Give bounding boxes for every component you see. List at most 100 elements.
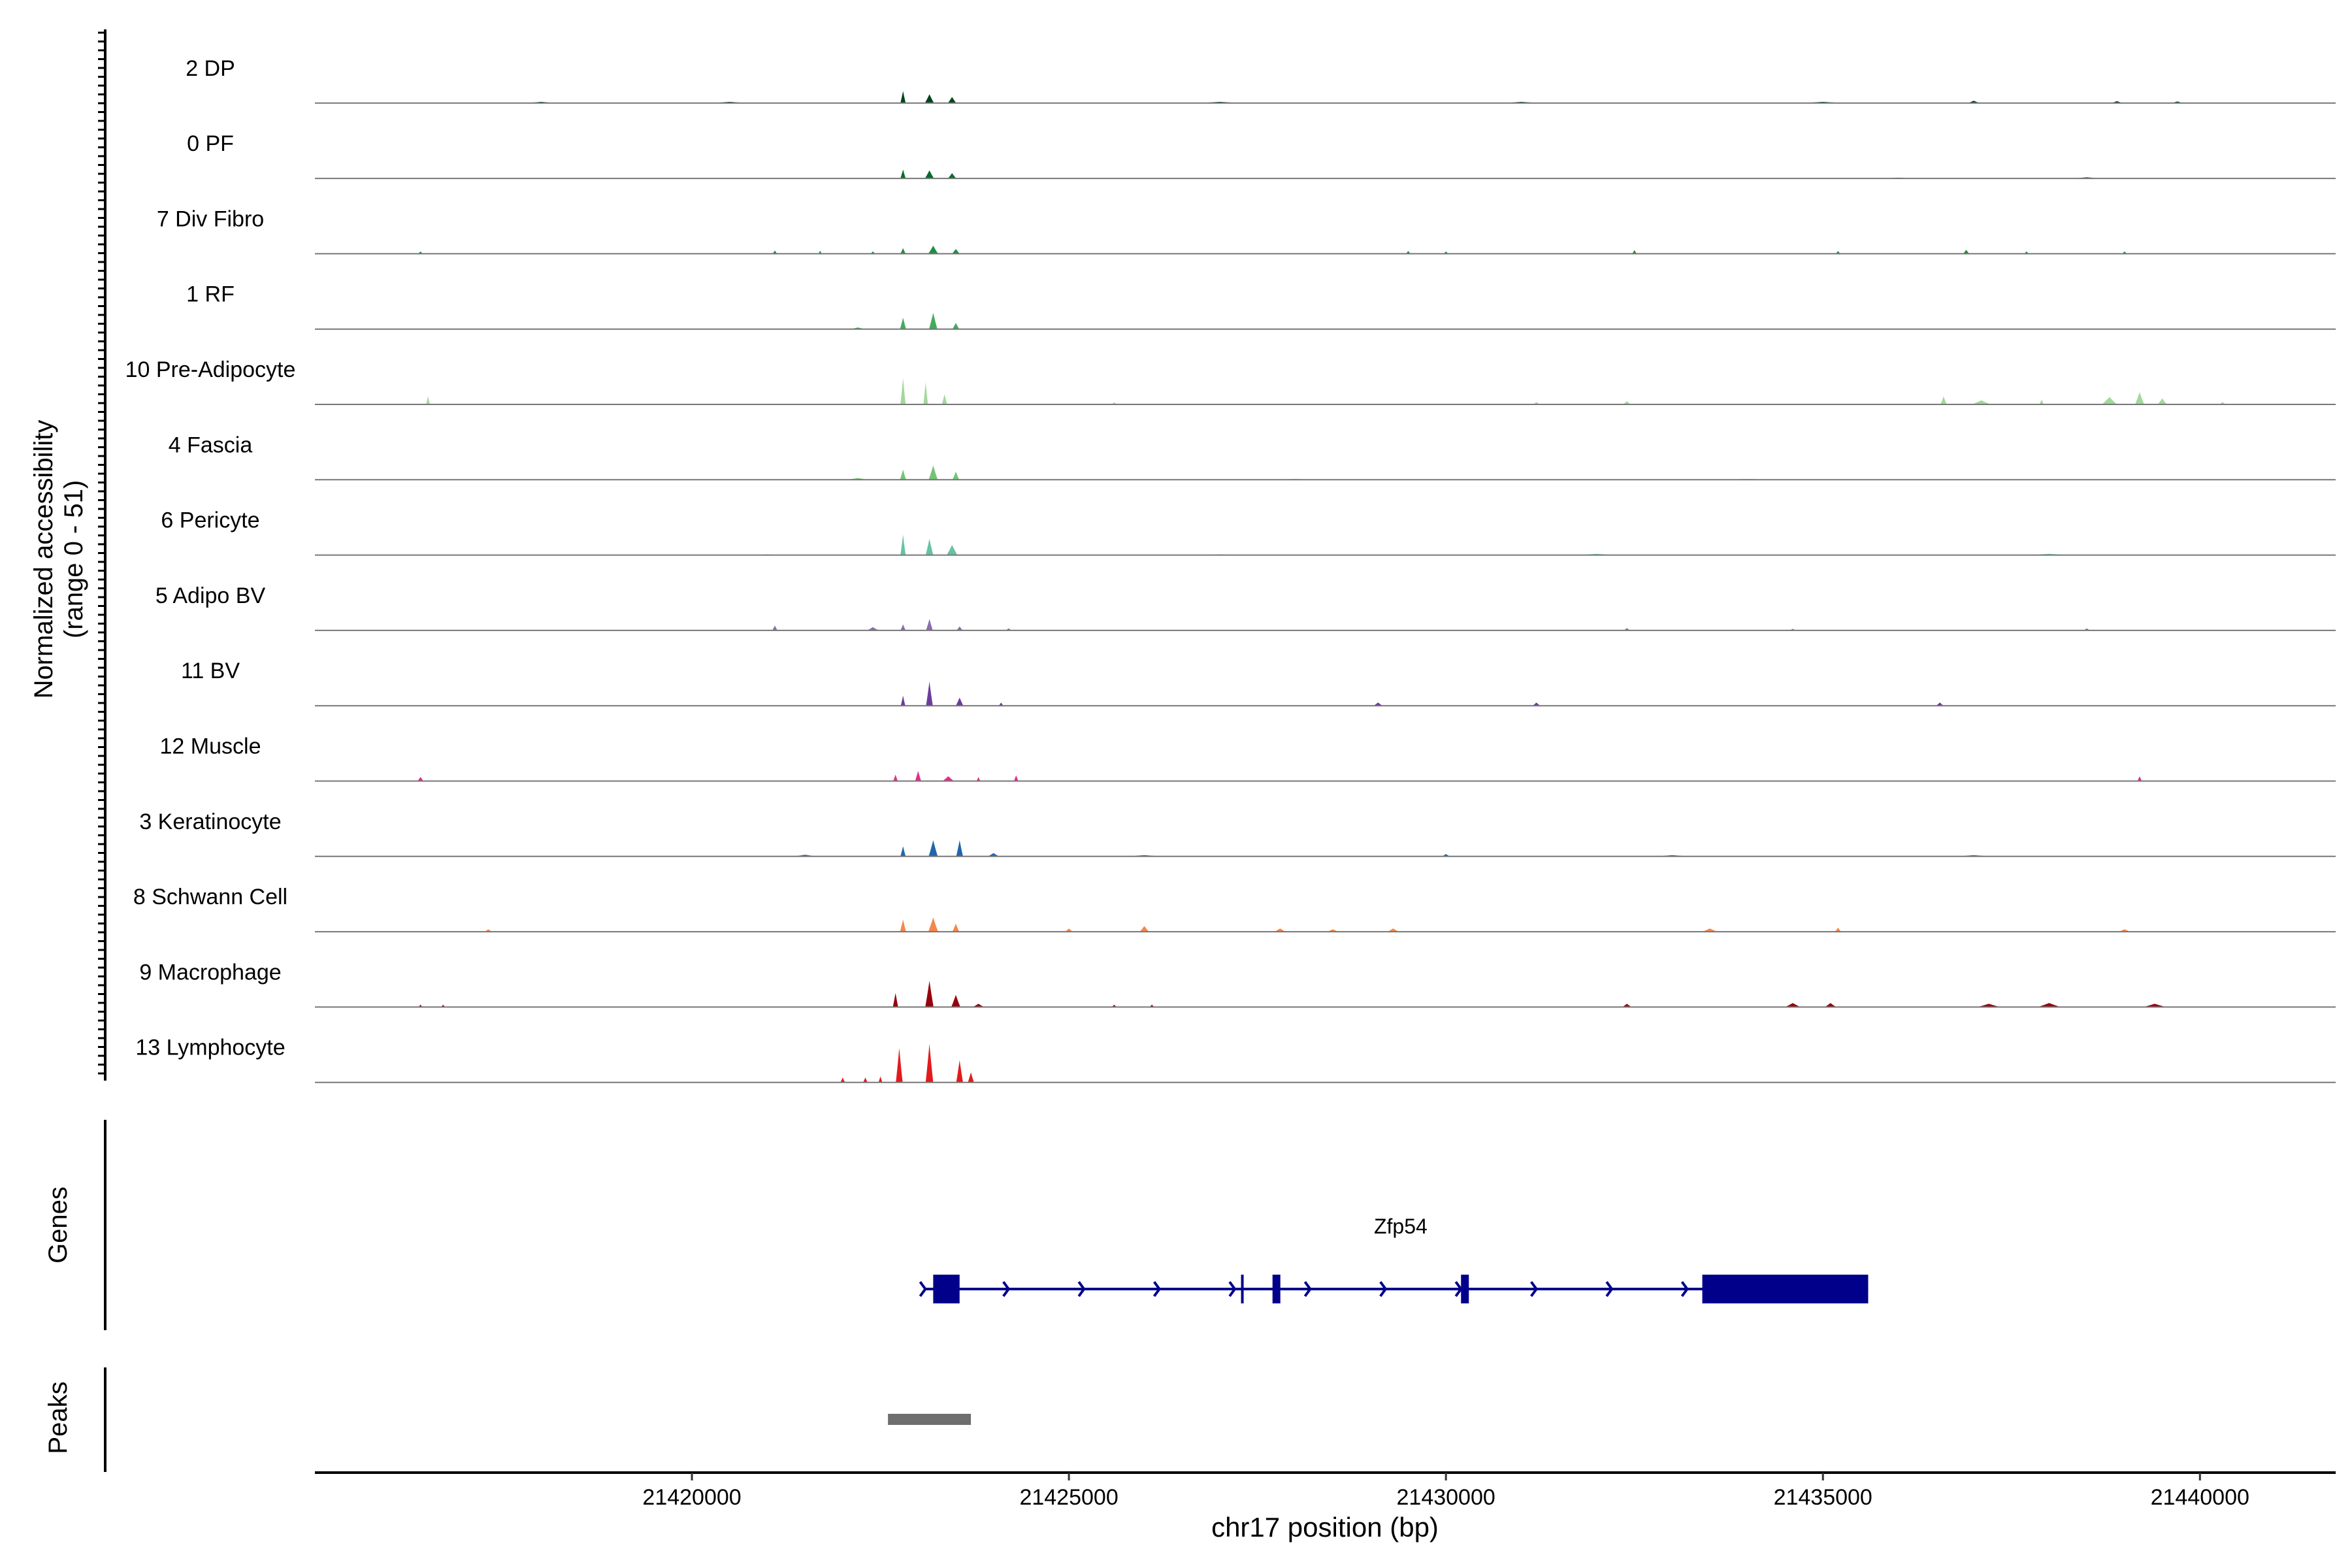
coverage-peak	[1373, 702, 1383, 706]
coverage-peak	[900, 248, 906, 254]
track-11: 3 Keratinocyte	[139, 809, 2336, 857]
coverage-peak	[1387, 928, 1399, 932]
track-4: 1 RF	[186, 282, 2336, 330]
track-label: 3 Keratinocyte	[139, 809, 281, 834]
track-label: 2 DP	[186, 56, 235, 81]
coverage-peak	[1936, 702, 1944, 706]
gene-exon	[1461, 1275, 1469, 1303]
coverage-peak	[942, 776, 955, 781]
track-10: 12 Muscle	[160, 734, 2336, 782]
coverage-peak	[900, 91, 906, 103]
x-tick-label: 21435000	[1774, 1485, 1872, 1510]
coverage-peak	[1940, 396, 1947, 404]
coverage-peak	[947, 173, 956, 179]
track-14: 13 Lymphocyte	[135, 1036, 2336, 1083]
track-label: 6 Pericyte	[161, 508, 259, 533]
coverage-peak	[2102, 397, 2117, 404]
coverage-peak	[1532, 702, 1541, 706]
coverage-peak	[952, 923, 960, 932]
coverage-peak	[896, 1048, 903, 1083]
coverage-peak	[426, 396, 430, 404]
coverage-peak	[1406, 251, 1411, 254]
coverage-peak	[772, 625, 777, 630]
coverage-peak	[2039, 399, 2044, 404]
coverage-peak	[928, 917, 938, 932]
coverage-peak	[1065, 928, 1073, 932]
coverage-peak	[878, 1076, 883, 1083]
strand-arrow	[919, 1281, 927, 1298]
track-label: 7 Div Fibro	[157, 206, 264, 231]
coverage-peak	[892, 992, 898, 1007]
gene-exon	[1272, 1275, 1281, 1303]
coverage-peak	[952, 471, 960, 480]
track-6: 4 Fascia	[169, 433, 2336, 481]
coverage-peak	[1622, 1004, 1632, 1007]
coverage-peak	[928, 246, 938, 254]
coverage-peak	[893, 774, 898, 781]
track-7: 6 Pericyte	[161, 508, 2336, 556]
track-9: 11 BV	[181, 659, 2336, 707]
coverage-peak	[1785, 1003, 1801, 1007]
track-label: 4 Fascia	[169, 433, 253, 457]
coverage-peak	[924, 170, 934, 179]
coverage-peak	[924, 94, 934, 103]
peaks-track	[888, 1414, 972, 1425]
coverage-peak	[1963, 250, 1970, 254]
coverage-peak	[947, 97, 956, 103]
coverage-peak	[2157, 398, 2167, 404]
peak-region	[888, 1414, 972, 1425]
coverage-peak	[988, 853, 1000, 857]
coverage-peak	[929, 312, 938, 329]
gene-exon	[1702, 1275, 1869, 1303]
coverage-peak	[1835, 251, 1840, 254]
coverage-peak	[2038, 1003, 2061, 1007]
strand-arrow	[1379, 1281, 1388, 1298]
coverage-peak	[947, 545, 958, 555]
track-label: 8 Schwann Cell	[133, 885, 287, 909]
track-label: 9 Macrophage	[139, 960, 281, 985]
coverage-peak	[900, 846, 906, 857]
coverage-peak	[2143, 1004, 2166, 1007]
track-2: 0 PF	[187, 131, 2336, 180]
coverage-peak	[1977, 1004, 2001, 1007]
coverage-peak	[900, 534, 906, 555]
x-axis-label: chr17 position (bp)	[1211, 1512, 1439, 1543]
coverage-peak	[956, 1060, 963, 1083]
coverage-peak	[925, 981, 934, 1007]
coverage-peak	[900, 919, 906, 932]
coverage-peak	[772, 250, 777, 254]
x-tick-label: 21425000	[1019, 1485, 1118, 1510]
track-3: 7 Div Fibro	[157, 206, 2336, 255]
coverage-peak	[1623, 401, 1631, 404]
x-tick-label: 21430000	[1397, 1485, 1495, 1510]
coverage-peak	[1825, 1003, 1837, 1007]
peaks-track-label: Peaks	[44, 1381, 73, 1454]
coverage-peak	[900, 469, 906, 480]
coverage-peak	[952, 323, 960, 329]
coverage-peak	[900, 169, 906, 179]
coverage-peak	[2135, 392, 2144, 404]
coverage-peak	[956, 840, 963, 857]
track-label: 11 BV	[181, 659, 240, 683]
coverage-peak	[1702, 928, 1718, 932]
coverage-peak	[900, 378, 906, 404]
coverage-peak	[941, 394, 947, 404]
coverage-peak	[867, 627, 879, 630]
coverage-peak	[2137, 776, 2142, 781]
strand-arrow	[1077, 1281, 1086, 1298]
coverage-peak	[840, 1077, 845, 1083]
track-5: 10 Pre-Adipocyte	[125, 357, 2336, 405]
strand-arrow	[1530, 1281, 1539, 1298]
track-label: 1 RF	[186, 282, 235, 307]
coverage-peak	[1274, 928, 1286, 932]
side-axes	[98, 29, 106, 1472]
coverage-tracks: 2 DP 0 PF 7 Div Fibro 1 RF 10 Pre-Adipocyte 4…	[125, 56, 2336, 1083]
coverage-peak	[998, 702, 1004, 706]
gene-track: Zfp54	[919, 1215, 1869, 1303]
coverage-peak	[863, 1077, 868, 1083]
strand-arrow	[1605, 1281, 1614, 1298]
coverage-peak	[900, 624, 906, 630]
coverage-peak	[925, 1043, 934, 1083]
coverage-peak	[923, 382, 928, 404]
coverage-peak	[1972, 400, 1991, 404]
